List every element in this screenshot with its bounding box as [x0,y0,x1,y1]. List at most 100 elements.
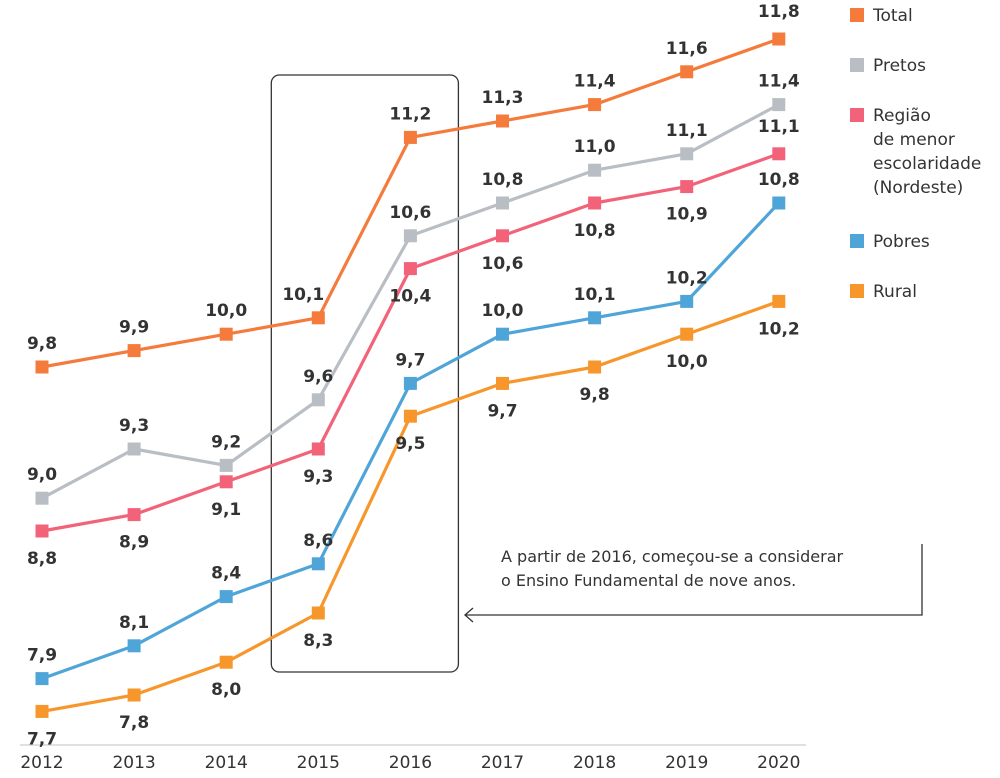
data-label: 10,8 [574,221,616,241]
data-label: 9,7 [395,350,425,370]
data-label: 9,6 [303,367,333,387]
x-tick-label: 2015 [297,753,340,773]
x-tick-label: 2017 [481,753,524,773]
data-label: 9,1 [211,500,241,520]
legend-swatch [850,108,864,122]
data-point-marker [127,639,141,653]
data-point-marker [35,704,49,718]
data-point-marker [588,98,602,112]
data-labels: 9,8 9,9 10,0 10,1 11,2 11,3 11,4 11,6 11,8 9,0 9,3… [27,2,800,749]
data-point-marker [680,294,694,308]
data-point-marker [311,311,325,325]
annotation-text: A partir de 2016, começou-se a considera… [501,547,843,566]
data-point-marker [35,360,49,374]
legend-swatch [850,284,864,298]
data-point-marker [403,262,417,276]
data-point-marker [127,508,141,522]
data-point-marker [588,360,602,374]
legend-swatch [850,58,864,72]
data-label: 11,0 [574,137,616,157]
legend-label: escolaridade [873,154,981,174]
x-tick-label: 2020 [757,753,800,773]
data-point-marker [772,294,786,308]
data-label: 8,0 [211,680,241,700]
legend-label: Total [872,6,913,26]
x-tick-label: 2018 [573,753,616,773]
data-point-marker [127,688,141,702]
x-tick-label: 2012 [20,753,63,773]
data-point-marker [772,196,786,210]
data-label: 9,9 [119,318,149,338]
data-point-marker [219,475,233,489]
data-point-marker [127,344,141,358]
data-point-marker [35,491,49,505]
legend-label: Pretos [873,56,926,76]
data-label: 9,3 [303,467,333,487]
data-point-marker [127,442,141,456]
data-label: 10,8 [482,170,524,190]
data-label: 11,2 [389,104,431,124]
data-point-marker [496,327,509,341]
data-point-marker [680,65,694,79]
x-tick-label: 2019 [665,753,708,773]
data-label: 7,9 [27,646,57,666]
data-point-marker [772,32,786,46]
data-point-marker [588,163,602,177]
data-label: 9,3 [119,416,149,436]
data-label: 11,1 [758,117,800,137]
data-point-marker [35,524,49,538]
data-point-marker [588,311,602,325]
x-tick-label: 2014 [205,753,248,773]
data-point-marker [588,196,602,210]
data-label: 10,4 [389,287,431,307]
series-group [35,32,786,718]
data-point-marker [219,458,233,472]
legend-label: Pobres [873,232,930,252]
legend-label: Região [873,106,931,126]
data-label: 10,2 [666,268,708,288]
data-point-marker [772,147,786,161]
data-point-marker [311,557,325,571]
data-point-marker [496,114,509,128]
legend-swatch [850,8,864,22]
data-label: 7,7 [27,729,57,749]
data-label: 11,1 [666,121,708,141]
legend-label: de menor [873,130,955,150]
legend: Total Pretos Região de menor escolaridade (No… [850,6,981,302]
data-label: 9,0 [27,465,57,485]
data-label: 10,0 [482,301,524,321]
data-label: 9,8 [27,334,57,354]
x-axis: 2012 2013 2014 2015 2016 2017 2018 2019 2020 [20,744,806,773]
annotation-arrowhead [464,607,474,623]
data-label: 8,6 [303,531,333,551]
data-point-marker [311,393,325,407]
data-point-marker [219,590,233,604]
data-label: 10,6 [389,203,431,223]
data-label: 9,8 [580,385,610,405]
data-label: 10,6 [482,254,524,274]
data-point-marker [772,98,786,112]
data-label: 11,3 [482,88,524,108]
data-label: 9,2 [211,432,241,452]
data-label: 7,8 [119,713,149,733]
highlight-box [270,74,460,673]
data-label: 10,0 [205,301,247,321]
data-label: 10,2 [758,319,800,339]
legend-label: (Nordeste) [873,178,963,198]
data-point-marker [311,442,325,456]
x-tick-label: 2013 [112,753,155,773]
data-label: 10,1 [282,285,324,305]
data-point-marker [35,672,49,686]
data-label: 10,0 [666,352,708,372]
data-point-marker [311,606,325,620]
data-point-marker [680,147,694,161]
data-label: 8,9 [119,533,149,553]
data-point-marker [496,229,509,243]
data-label: 11,8 [758,2,800,22]
data-point-marker [403,409,417,423]
data-label: 8,1 [119,613,149,633]
data-label: 9,7 [487,401,517,421]
data-label: 8,3 [303,631,333,651]
data-point-marker [403,229,417,243]
data-point-marker [403,130,417,144]
